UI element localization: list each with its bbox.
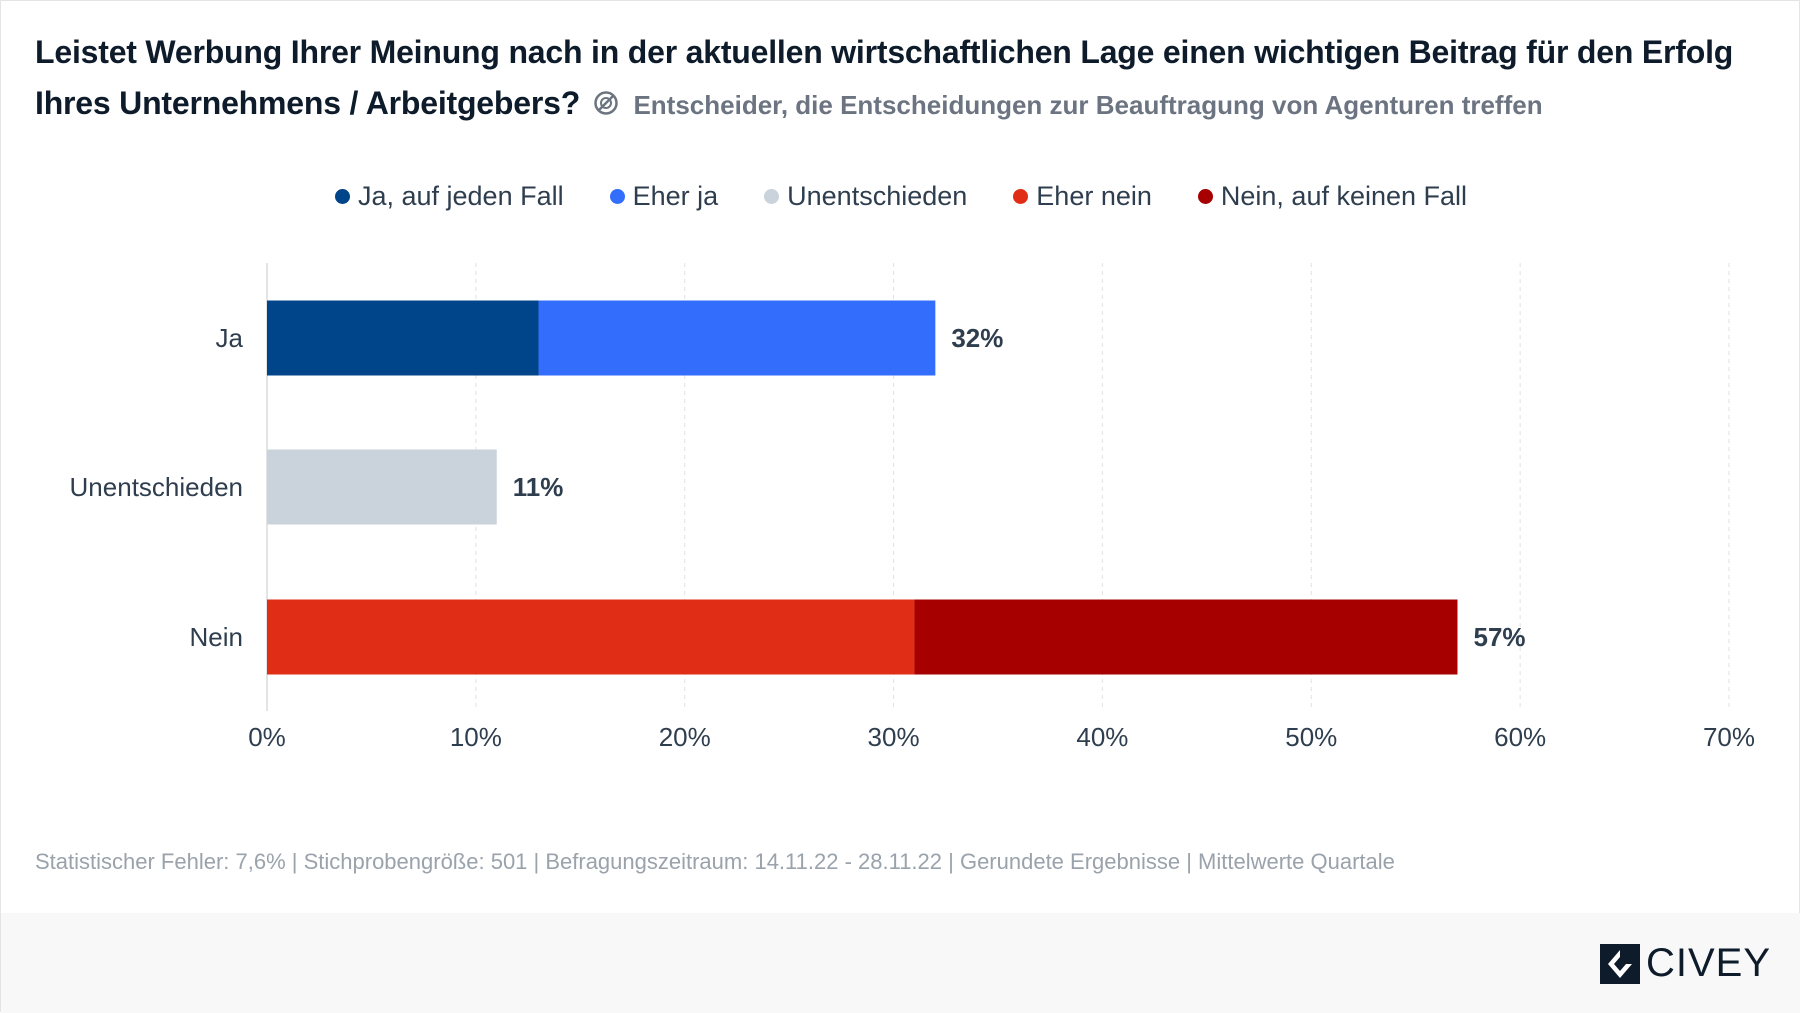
legend-item[interactable]: Ja, auf jeden Fall	[334, 181, 564, 212]
bar-total-label: 11%	[513, 472, 564, 502]
chart-title: Leistet Werbung Ihrer Meinung nach in de…	[35, 27, 1755, 131]
legend-marker	[764, 189, 780, 204]
audience-icon	[593, 80, 619, 131]
bar-chart: 0% 10% 20% 30% 40% 50% 60% 70% Ja 32% Unentschiede…	[70, 263, 1755, 752]
legend-label: Ja, auf jeden Fall	[357, 181, 564, 211]
x-tick-label: 60%	[1494, 722, 1546, 752]
category-label: Ja	[216, 323, 244, 353]
legend-label: Eher ja	[632, 181, 719, 211]
bar-segment	[538, 300, 936, 376]
legend-label: Unentschieden	[787, 181, 968, 211]
legend-item[interactable]: Eher nein	[1013, 181, 1152, 212]
x-tick-label: 10%	[450, 722, 502, 752]
bar-segment	[267, 449, 497, 525]
footer-note: Statistischer Fehler: 7,6% | Stichproben…	[35, 849, 1395, 874]
legend: Ja, auf jeden Fall Eher ja Unentschieden Eh…	[1, 181, 1800, 212]
x-tick-label: 40%	[1076, 722, 1128, 752]
bar-segment	[267, 300, 539, 376]
bar-total-label: 32%	[951, 323, 1003, 353]
logo-text: CIVEY	[1645, 941, 1771, 985]
x-tick-label: 20%	[659, 722, 711, 752]
civey-logo-icon	[1599, 943, 1640, 984]
bar-segment	[267, 599, 915, 675]
legend-marker	[1197, 189, 1213, 204]
bar-segment	[914, 599, 1458, 675]
x-tick-label: 30%	[868, 722, 920, 752]
bar-total-label: 57%	[1473, 622, 1525, 652]
x-tick-label: 70%	[1703, 722, 1755, 752]
legend-marker	[609, 189, 625, 204]
chart-subtitle: Entscheider, die Entscheidungen zur Beau…	[633, 90, 1543, 120]
category-label: Unentschieden	[70, 472, 243, 502]
legend-label: Nein, auf keinen Fall	[1220, 181, 1468, 211]
legend-marker	[1013, 189, 1029, 204]
legend-label: Eher nein	[1036, 181, 1152, 211]
category-label: Nein	[190, 622, 243, 652]
legend-item[interactable]: Nein, auf keinen Fall	[1197, 181, 1468, 212]
footer-bar: CIVEY	[1, 913, 1800, 1013]
x-tick-label: 50%	[1285, 722, 1337, 752]
legend-item[interactable]: Eher ja	[609, 181, 719, 212]
civey-logo: CIVEY	[1599, 941, 1771, 986]
legend-item[interactable]: Unentschieden	[764, 181, 967, 212]
legend-marker	[334, 189, 350, 204]
x-tick-label: 0%	[248, 722, 286, 752]
